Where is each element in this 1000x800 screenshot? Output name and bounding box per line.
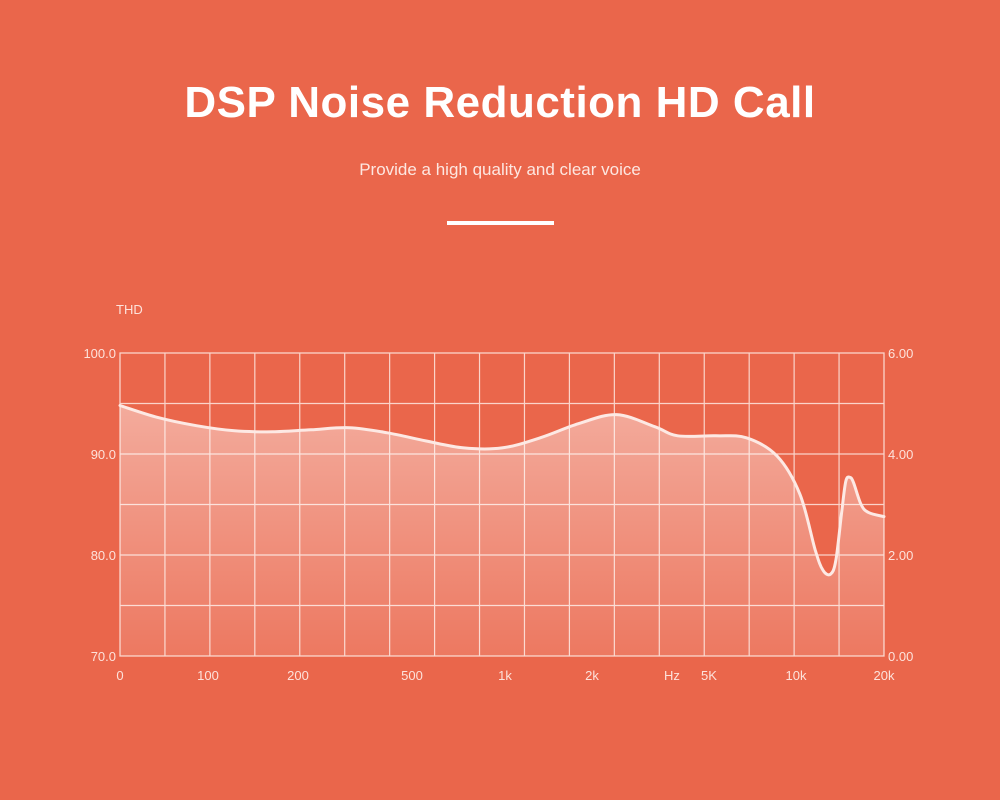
page-subtitle: Provide a high quality and clear voice: [359, 160, 641, 179]
x-tick-label: 20k: [874, 668, 895, 683]
y-left-tick-label: 80.0: [91, 548, 116, 563]
y-right-tick-label: 0.00: [888, 649, 913, 664]
chart-series-line: [118, 404, 886, 577]
y-left-tick-label: 100.0: [83, 346, 116, 361]
x-tick-label: 10k: [786, 668, 807, 683]
x-axis-unit-label: Hz: [664, 668, 680, 683]
x-tick-label: 2k: [585, 668, 599, 683]
y-left-axis-title: THD: [116, 302, 143, 317]
y-right-tick-label: 4.00: [888, 447, 913, 462]
y-right-tick-label: 2.00: [888, 548, 913, 563]
x-tick-label: 0: [116, 668, 123, 683]
x-tick-label: 100: [197, 668, 219, 683]
x-tick-label: 5K: [701, 668, 717, 683]
y-right-axis-ticks: 6.00 4.00 2.00 0.00: [888, 346, 913, 664]
chart-area-fill: [120, 405, 884, 656]
y-left-tick-label: 90.0: [91, 447, 116, 462]
x-tick-label: 200: [287, 668, 309, 683]
x-tick-label: 500: [401, 668, 423, 683]
page-title: DSP Noise Reduction HD Call: [184, 78, 816, 127]
y-right-tick-label: 6.00: [888, 346, 913, 361]
x-tick-label: 1k: [498, 668, 512, 683]
y-left-axis-ticks: 100.0 90.0 80.0 70.0: [83, 346, 116, 664]
y-left-tick-label: 70.0: [91, 649, 116, 664]
x-axis-ticks: 0 100 200 500 1k 2k 5K 10k 20k: [116, 668, 895, 683]
title-divider: [447, 221, 554, 225]
